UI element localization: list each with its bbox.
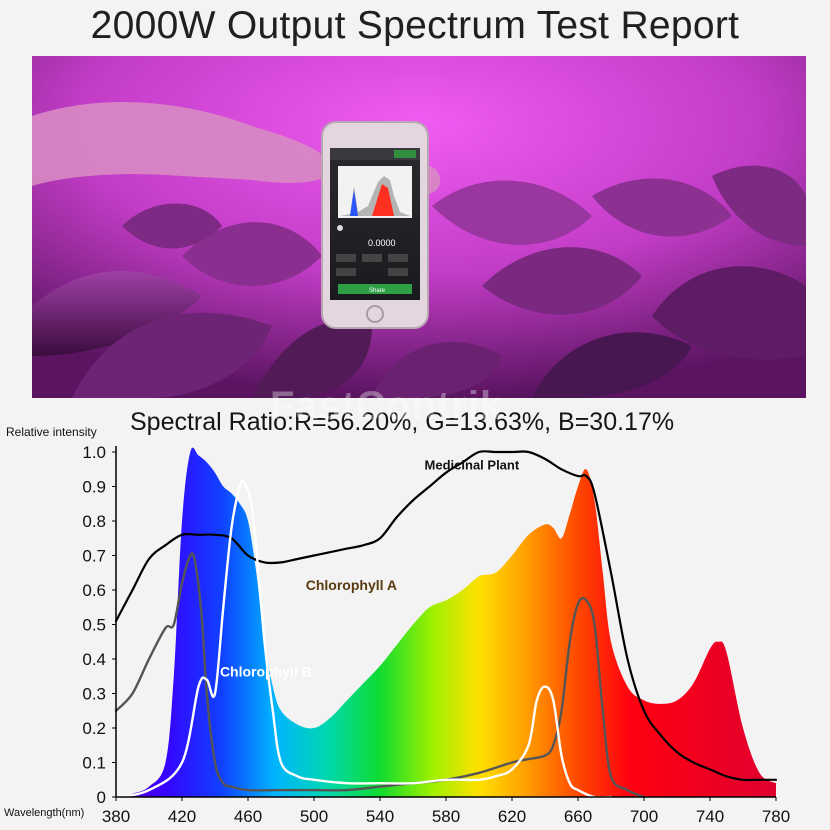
y-tick-label: 0.8: [82, 512, 106, 531]
y-tick-label: 0.6: [82, 581, 106, 600]
y-tick-label: 0.1: [82, 754, 106, 773]
x-tick-label: 500: [300, 807, 328, 826]
annotation-chlorophyll-a: Chlorophyll A: [306, 577, 397, 593]
y-axis-label: Relative intensity: [6, 425, 97, 439]
y-tick-label: 0.4: [82, 650, 106, 669]
annotation-chlorophyll-b: Chlorophyll B: [220, 663, 312, 679]
x-tick-label: 660: [564, 807, 592, 826]
y-tick-label: 0.5: [82, 616, 106, 635]
chart-title: Spectral Ratio:R=56.20%, G=13.63%, B=30.…: [130, 408, 675, 436]
spectrum-chart-svg: 380 420 460 500 540 580 620 660 700 740 780 0 0.1 0.2…: [4, 425, 790, 826]
y-tick-label: 0: [97, 788, 106, 807]
grow-light-photo: 0.0000 Share: [32, 56, 806, 398]
photo-illustration: 0.0000 Share: [32, 56, 806, 398]
x-tick-label: 620: [498, 807, 526, 826]
x-tick-label: 380: [102, 807, 130, 826]
y-tick-label: 1.0: [82, 443, 106, 462]
series-line-chlorophyll-b: [114, 479, 613, 799]
series-line-medicinal-plant: [114, 450, 778, 782]
phone-value-readout: 0.0000: [368, 238, 396, 248]
x-tick-label: 580: [432, 807, 460, 826]
y-tick-label: 0.3: [82, 685, 106, 704]
spectrum-area: [116, 447, 776, 797]
y-tick-label: 0.2: [82, 719, 106, 738]
phone-share-button: [338, 284, 412, 294]
x-tick-label: 700: [630, 807, 658, 826]
phone-share-label: Share: [369, 288, 386, 294]
x-tick-label: 740: [696, 807, 724, 826]
phone: 0.0000 Share: [321, 121, 429, 329]
y-tick-label: 0.9: [82, 478, 106, 497]
annotation-medicinal-plant: Medicinal Plant: [425, 457, 520, 472]
spectrum-chart: 380 420 460 500 540 580 620 660 700 740 780 0 0.1 0.2…: [0, 400, 830, 830]
x-tick-label: 420: [168, 807, 196, 826]
hand: [32, 102, 332, 186]
plant-leaves: [32, 165, 806, 398]
x-tick-label: 780: [762, 807, 790, 826]
report-title: 2000W Output Spectrum Test Report: [90, 4, 740, 47]
x-tick-label: 540: [366, 807, 394, 826]
x-axis-label: Wavelength(nm): [4, 807, 84, 819]
x-tick-label: 460: [234, 807, 262, 826]
series-line-chlorophyll-a: [114, 552, 646, 799]
y-tick-label: 0.7: [82, 547, 106, 566]
